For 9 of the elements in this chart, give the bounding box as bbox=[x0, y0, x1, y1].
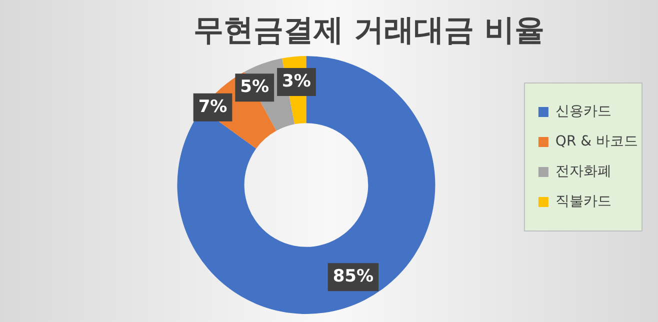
legend-label: 직불카드 bbox=[555, 194, 612, 210]
data-label: 7% bbox=[198, 96, 228, 117]
chart-title: 무현금결제 거래대금 비율 bbox=[194, 12, 544, 48]
legend-label: 전자화폐 bbox=[555, 164, 612, 180]
legend-label: 신용카드 bbox=[555, 104, 612, 120]
data-label: 3% bbox=[282, 71, 311, 92]
data-label: 5% bbox=[240, 77, 270, 98]
data-label: 85% bbox=[332, 266, 374, 287]
legend-label: QR & 바코드 bbox=[555, 134, 638, 150]
